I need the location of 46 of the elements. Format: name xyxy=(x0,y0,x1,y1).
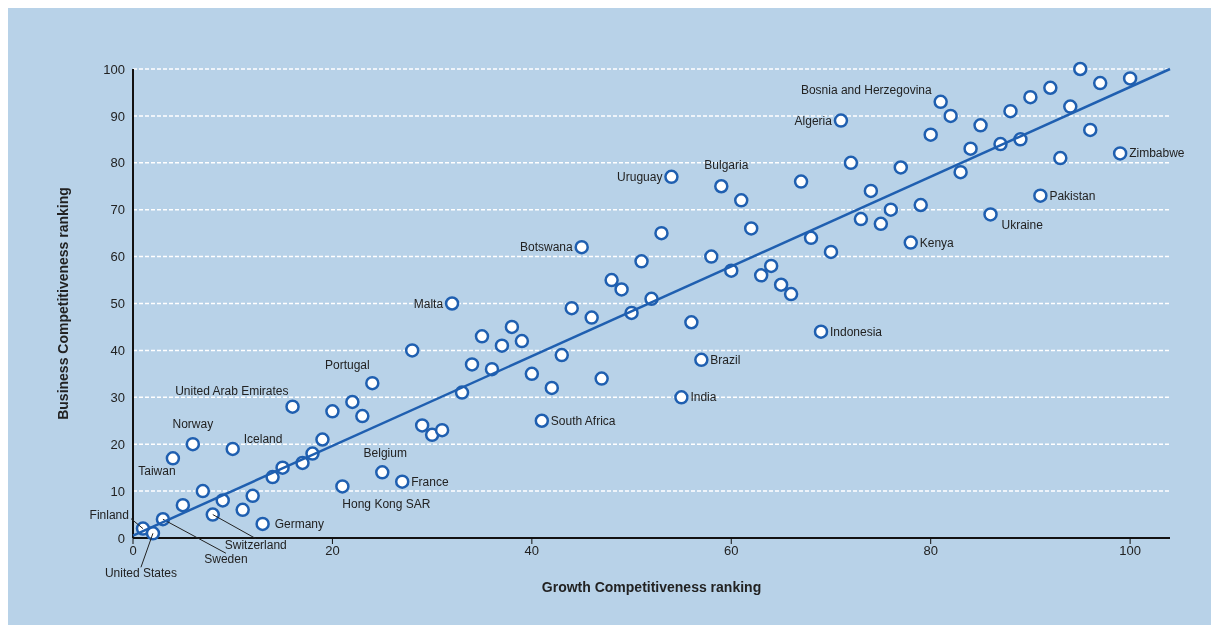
data-label: Iceland xyxy=(243,431,283,446)
y-tick-label: 80 xyxy=(110,155,125,171)
y-axis-title: Business Competitiveness ranking xyxy=(54,187,71,420)
x-tick-label: 20 xyxy=(325,543,340,559)
y-tick-label: 50 xyxy=(110,296,125,312)
data-label: Botswana xyxy=(520,240,574,255)
data-label: Uruguay xyxy=(617,169,663,184)
x-tick-label: 60 xyxy=(724,543,739,559)
data-label: Belgium xyxy=(363,446,407,461)
data-label: Pakistan xyxy=(1049,188,1096,203)
data-label: Taiwan xyxy=(138,464,176,479)
data-label: Portugal xyxy=(324,358,370,373)
data-label: Kenya xyxy=(919,235,955,250)
y-tick-label: 30 xyxy=(110,389,125,405)
y-tick-label: 0 xyxy=(117,530,125,546)
x-tick-label: 80 xyxy=(923,543,938,559)
x-tick-label: 0 xyxy=(129,543,137,559)
data-label: Indonesia xyxy=(830,324,883,339)
data-label: Bosnia and Herzegovina xyxy=(800,82,932,97)
data-label: United Arab Emirates xyxy=(175,383,289,398)
x-tick-label: 40 xyxy=(524,543,540,559)
data-label: Hong Kong SAR xyxy=(342,497,431,512)
data-label: Ukraine xyxy=(1001,218,1044,233)
y-tick-label: 70 xyxy=(110,202,125,218)
data-label: Brazil xyxy=(710,352,741,367)
data-label: Bulgaria xyxy=(704,158,749,173)
y-tick-label: 60 xyxy=(110,249,125,265)
data-label: Finland xyxy=(89,507,129,522)
data-label: Zimbabwe xyxy=(1129,146,1185,161)
data-label: Norway xyxy=(172,417,214,432)
x-axis-title: Growth Competitiveness ranking xyxy=(541,579,762,595)
data-label: United States xyxy=(104,566,177,581)
data-label: Germany xyxy=(274,516,324,531)
data-label: Malta xyxy=(413,296,444,311)
data-label: South Africa xyxy=(550,413,616,428)
y-tick-label: 20 xyxy=(110,436,125,452)
data-label: India xyxy=(690,390,717,405)
y-tick-label: 10 xyxy=(110,483,125,499)
y-tick-label: 100 xyxy=(103,61,125,77)
y-tick-label: 40 xyxy=(110,343,125,359)
data-label: Algeria xyxy=(794,113,833,128)
data-label: Switzerland xyxy=(224,537,287,552)
y-tick-label: 90 xyxy=(110,108,125,124)
data-label: France xyxy=(411,474,449,489)
data-label: Sweden xyxy=(204,552,248,567)
x-tick-label: 100 xyxy=(1119,543,1141,559)
